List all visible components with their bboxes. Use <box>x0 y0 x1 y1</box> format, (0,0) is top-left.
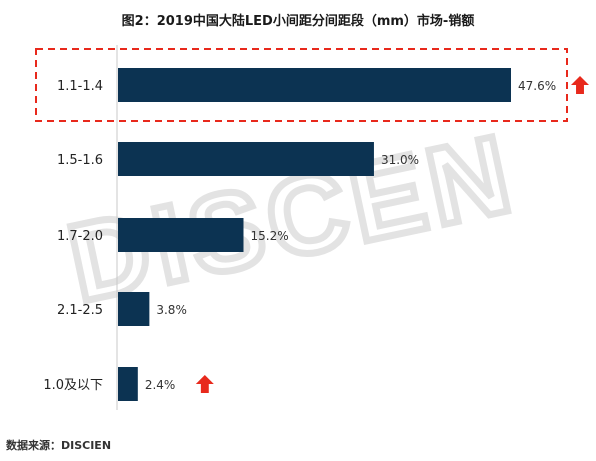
chart-title: 图2：2019中国大陆LED小间距分间距段（mm）市场-销额 <box>121 14 475 29</box>
up-arrow-icon <box>195 375 214 393</box>
tick-label: 1.7-2.0 <box>57 229 103 244</box>
bar <box>118 142 374 176</box>
bar <box>118 292 150 326</box>
highlight-box <box>35 48 568 122</box>
up-arrow-icon <box>571 76 589 94</box>
tick-label: 1.0及以下 <box>43 378 103 393</box>
tick-label: 1.1-1.4 <box>57 79 103 94</box>
data-label: 47.6% <box>518 79 556 93</box>
tick-label: 2.1-2.5 <box>57 303 103 318</box>
bar <box>118 367 138 401</box>
data-label: 31.0% <box>381 153 419 167</box>
bar <box>118 218 244 252</box>
data-label: 15.2% <box>250 229 288 243</box>
bar <box>118 68 511 102</box>
source-note: 数据来源：DISCIEN <box>6 439 112 452</box>
data-label: 2.4% <box>145 378 176 392</box>
tick-label: 1.5-1.6 <box>57 153 103 168</box>
data-label: 3.8% <box>156 303 187 317</box>
